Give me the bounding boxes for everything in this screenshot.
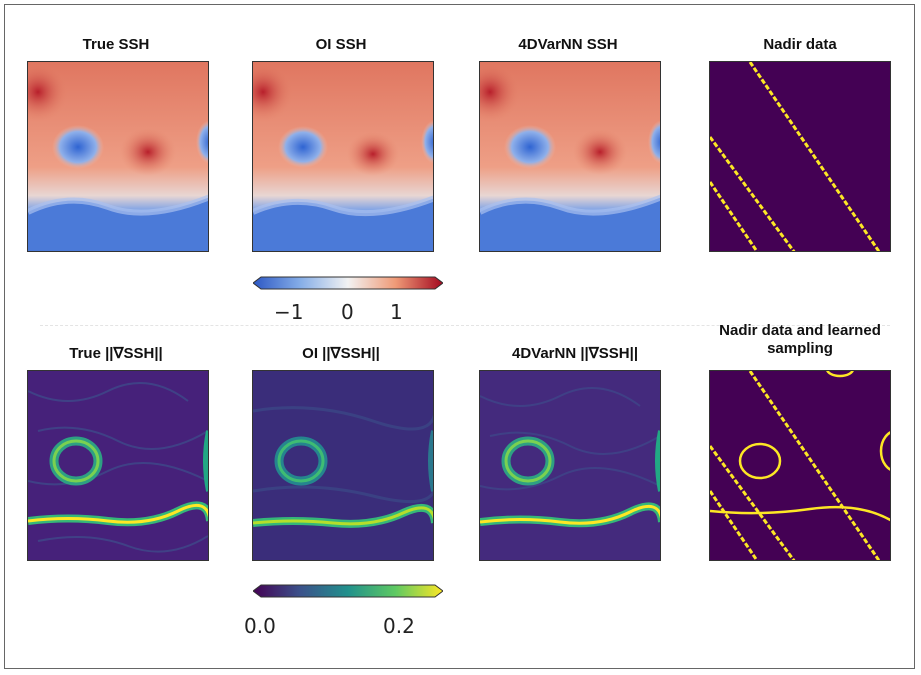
title-true-ssh: True SSH — [82, 36, 150, 53]
title-oi-ssh: OI SSH — [315, 36, 367, 53]
panel-nadir-learned — [709, 370, 891, 561]
panel-oi-ssh — [252, 61, 434, 252]
ssh-tick-1: 1 — [390, 300, 403, 324]
row-separator — [40, 325, 890, 326]
title-4dvarnn-grad: 4DVarNN ||∇SSH|| — [511, 345, 639, 362]
title-oi-grad: OI ||∇SSH|| — [302, 345, 380, 362]
ssh-tick-neg1: −1 — [274, 300, 304, 324]
title-4dvarnn-ssh: 4DVarNN SSH — [518, 36, 618, 53]
title-nadir-data: Nadir data — [763, 36, 837, 53]
ssh-colorbar — [253, 276, 443, 290]
grad-tick-0: 0.0 — [244, 614, 276, 638]
panel-true-ssh — [27, 61, 209, 252]
grad-colorbar — [253, 584, 443, 598]
panel-4dvarnn-grad — [479, 370, 661, 561]
panel-true-grad — [27, 370, 209, 561]
grad-tick-02: 0.2 — [383, 614, 415, 638]
title-nadir-learned: Nadir data and learned sampling — [719, 322, 881, 357]
title-true-grad: True ||∇SSH|| — [69, 345, 163, 362]
panel-oi-grad — [252, 370, 434, 561]
ssh-tick-0: 0 — [341, 300, 354, 324]
panel-4dvarnn-ssh — [479, 61, 661, 252]
panel-nadir-data — [709, 61, 891, 252]
